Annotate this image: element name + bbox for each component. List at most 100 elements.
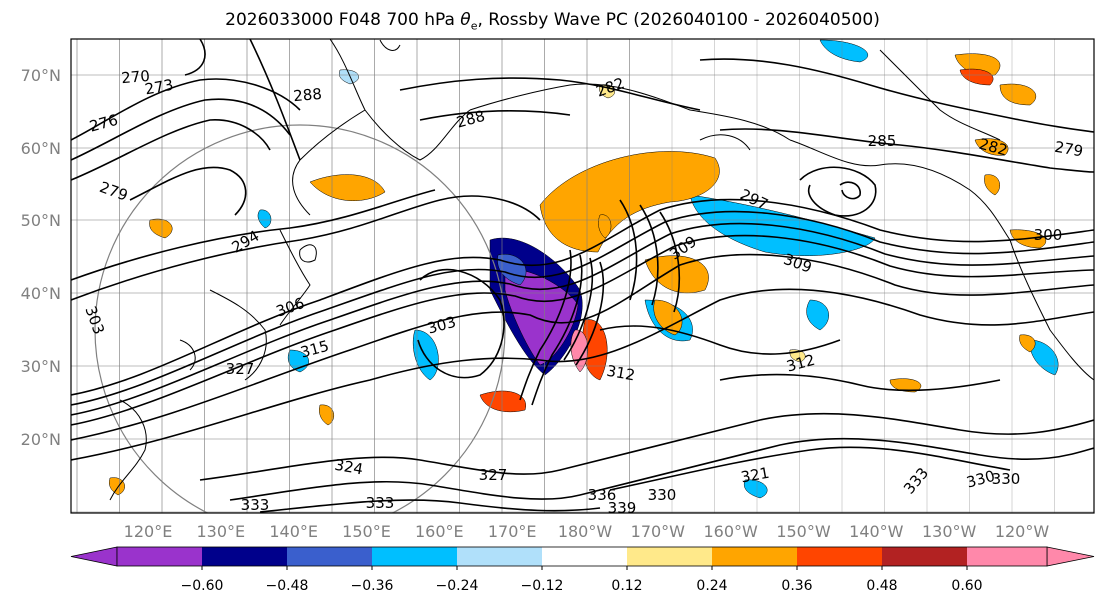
contour-line <box>71 98 291 161</box>
colorbar-segment <box>457 547 542 566</box>
anomaly-region <box>959 68 994 86</box>
colorbar-segment <box>882 547 967 566</box>
anomaly-region <box>889 378 922 393</box>
lat-label: 40°N <box>21 284 61 303</box>
coastline <box>209 289 267 381</box>
anomaly-region <box>598 214 612 239</box>
contour-line <box>129 166 247 216</box>
contour-label: 333 <box>366 494 395 512</box>
anomaly-region <box>806 299 829 331</box>
lat-label: 60°N <box>21 139 61 158</box>
coastline <box>699 134 751 151</box>
map-frame <box>70 38 1095 514</box>
contour-line <box>563 257 594 361</box>
coastline <box>789 139 1011 241</box>
colorbar-tick-label: 0.48 <box>866 578 897 594</box>
contour-line <box>71 253 1094 441</box>
contour-line <box>419 110 571 121</box>
contour-line <box>417 268 505 379</box>
colorbar-tick-label: 0.24 <box>696 578 727 594</box>
contour-label: 333 <box>241 496 270 514</box>
coastline <box>1009 239 1094 381</box>
contour-label: 336 <box>588 486 617 504</box>
coastline <box>279 229 311 326</box>
colorbar-tick-label: 0.60 <box>951 578 982 594</box>
anomaly-region <box>109 477 125 496</box>
colorbar-tick-label: −0.24 <box>436 578 479 594</box>
colorbar-extend-max <box>1046 546 1095 567</box>
coastline <box>179 339 196 371</box>
contour-label: 330 <box>648 486 677 504</box>
colorbar-frame <box>116 546 1048 567</box>
colorbar-tick-label: −0.12 <box>521 578 564 594</box>
lat-label: 30°N <box>21 357 61 376</box>
coastline <box>109 399 147 501</box>
contour-line <box>839 181 861 200</box>
lon-label: 130°W <box>922 522 977 541</box>
colorbar-segment <box>372 547 457 566</box>
longitude-labels: 120°E 130°E 140°E 150°E 160°E 170°E 180°W 170°W… <box>124 522 1050 541</box>
anomaly-region <box>984 174 1000 196</box>
contour-label: 327 <box>226 360 255 378</box>
contour-line <box>609 446 1011 491</box>
lon-label: 130°E <box>197 522 246 541</box>
contour-line <box>71 288 1094 461</box>
colorbar-tick-label: 0.12 <box>611 578 642 594</box>
coastline <box>329 39 471 161</box>
colorbar-segment <box>117 547 202 566</box>
lon-label: 120°E <box>124 522 173 541</box>
coastline <box>299 244 317 263</box>
anomaly-region <box>257 209 272 229</box>
contour-label: 270 <box>121 67 151 87</box>
contour-line <box>519 249 572 401</box>
contour-line <box>199 412 1094 481</box>
contour-line <box>71 119 271 181</box>
contour-line <box>639 204 659 306</box>
coastline <box>469 83 791 141</box>
colorbar-segment <box>627 547 712 566</box>
contour-line <box>719 373 1001 392</box>
anomaly-region <box>999 83 1036 106</box>
title-tail: , Rossby Wave PC (2026040100 - 202604050… <box>477 10 880 30</box>
title-subscript: e <box>470 19 478 33</box>
lat-label: 20°N <box>21 430 61 449</box>
colorbar-segment <box>797 547 882 566</box>
contour-line <box>71 189 436 281</box>
lon-label: 140°E <box>269 522 318 541</box>
contour-label: 339 <box>608 499 637 517</box>
colorbar-segment <box>542 547 627 566</box>
anomaly-region <box>1019 334 1036 353</box>
title-variable: θ <box>460 10 471 30</box>
contour-label: 327 <box>479 466 508 484</box>
contour-line <box>71 234 1094 426</box>
coastline <box>379 39 401 51</box>
colorbar-tick-label: −0.60 <box>181 578 224 594</box>
contour-line <box>699 58 1094 133</box>
lon-label: 160°W <box>703 522 758 541</box>
contour-line <box>229 437 1094 501</box>
anomaly-region <box>819 39 868 63</box>
colorbar-tick-label: 0.36 <box>781 578 812 594</box>
coastline <box>879 49 1001 141</box>
contour-line <box>619 199 638 301</box>
contour-label: 288 <box>293 85 323 105</box>
contour-line <box>184 39 206 76</box>
anomaly-region <box>319 404 335 426</box>
contour-line <box>531 254 583 406</box>
colorbar-tick-label: −0.48 <box>266 578 309 594</box>
contour-line <box>659 211 681 313</box>
latitude-labels: 70°N 60°N 50°N 40°N 30°N 20°N <box>21 66 61 449</box>
colorbar: −0.60 −0.48 −0.36 −0.24 −0.12 0.12 0.24 0.36 0.4… <box>70 546 1095 594</box>
contour-line <box>71 222 1094 416</box>
title-main: 2026033000 F048 700 hPa <box>225 10 461 30</box>
lon-label: 140°W <box>849 522 904 541</box>
contour-line <box>599 325 841 355</box>
theta-e-contours <box>71 39 1094 513</box>
contour-label: 273 <box>143 76 174 99</box>
contour-line <box>249 39 301 161</box>
colorbar-segment <box>712 547 797 566</box>
contour-line <box>71 210 1094 406</box>
contour-label: 300 <box>1034 226 1063 244</box>
anomaly-region <box>309 174 386 201</box>
figure-title: 2026033000 F048 700 hPa θe, Rossby Wave … <box>0 10 1105 32</box>
